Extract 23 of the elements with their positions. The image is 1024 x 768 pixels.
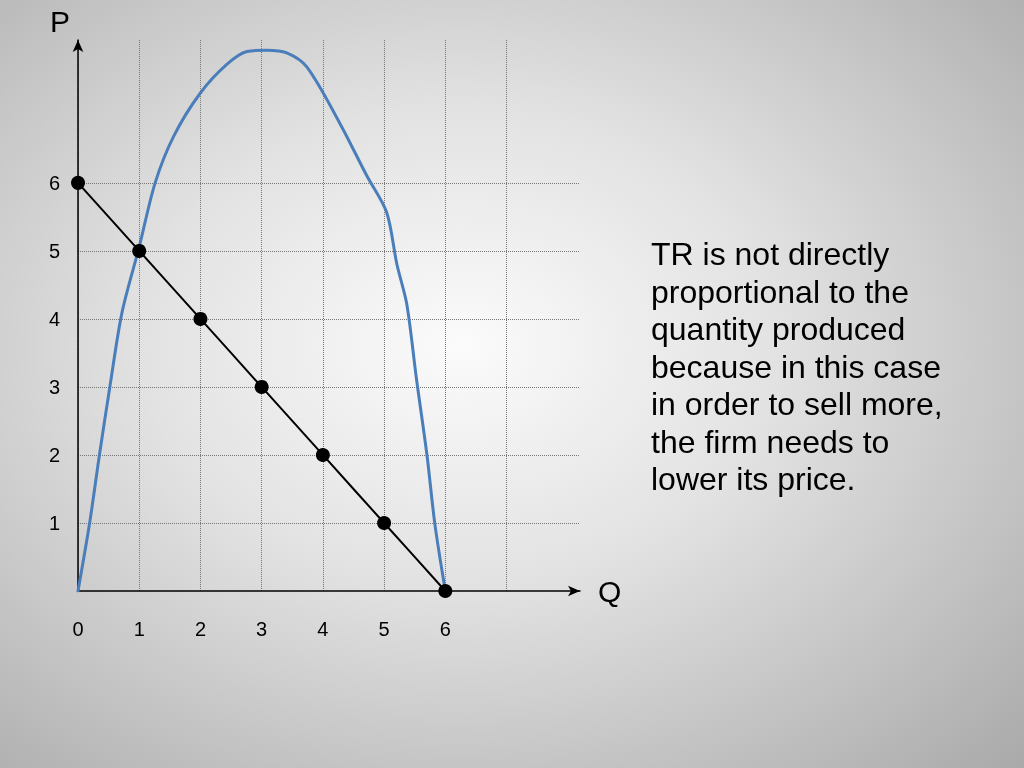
y-axis-title: P bbox=[49, 4, 70, 38]
point bbox=[132, 243, 147, 258]
point bbox=[315, 447, 330, 462]
point bbox=[377, 515, 392, 530]
x-tick-label: 6 bbox=[439, 618, 451, 640]
x-tick-label: 2 bbox=[194, 618, 206, 640]
x-tick-label: 3 bbox=[256, 618, 268, 640]
point bbox=[71, 175, 85, 190]
y-tick-label: 3 bbox=[48, 375, 60, 398]
y-tick-label: 4 bbox=[48, 307, 60, 330]
text: TR is not directly proportional to the quantity produced because in this case in order to sell more, the firm needs to lower its price. bbox=[651, 236, 943, 499]
point bbox=[254, 379, 269, 394]
point bbox=[193, 311, 208, 326]
x-tick-label: 4 bbox=[317, 618, 329, 640]
y-tick-label: 5 bbox=[48, 239, 60, 262]
x-axis-title: Q bbox=[598, 574, 622, 608]
y-tick-label: 1 bbox=[48, 511, 60, 534]
y-tick-label: 6 bbox=[48, 171, 60, 194]
y-tick-label: 2 bbox=[48, 443, 60, 466]
x-tick-label: 5 bbox=[378, 618, 390, 640]
x-tick-label: 1 bbox=[133, 618, 145, 640]
x-tick-label: 0 bbox=[72, 618, 84, 640]
point bbox=[438, 584, 453, 598]
